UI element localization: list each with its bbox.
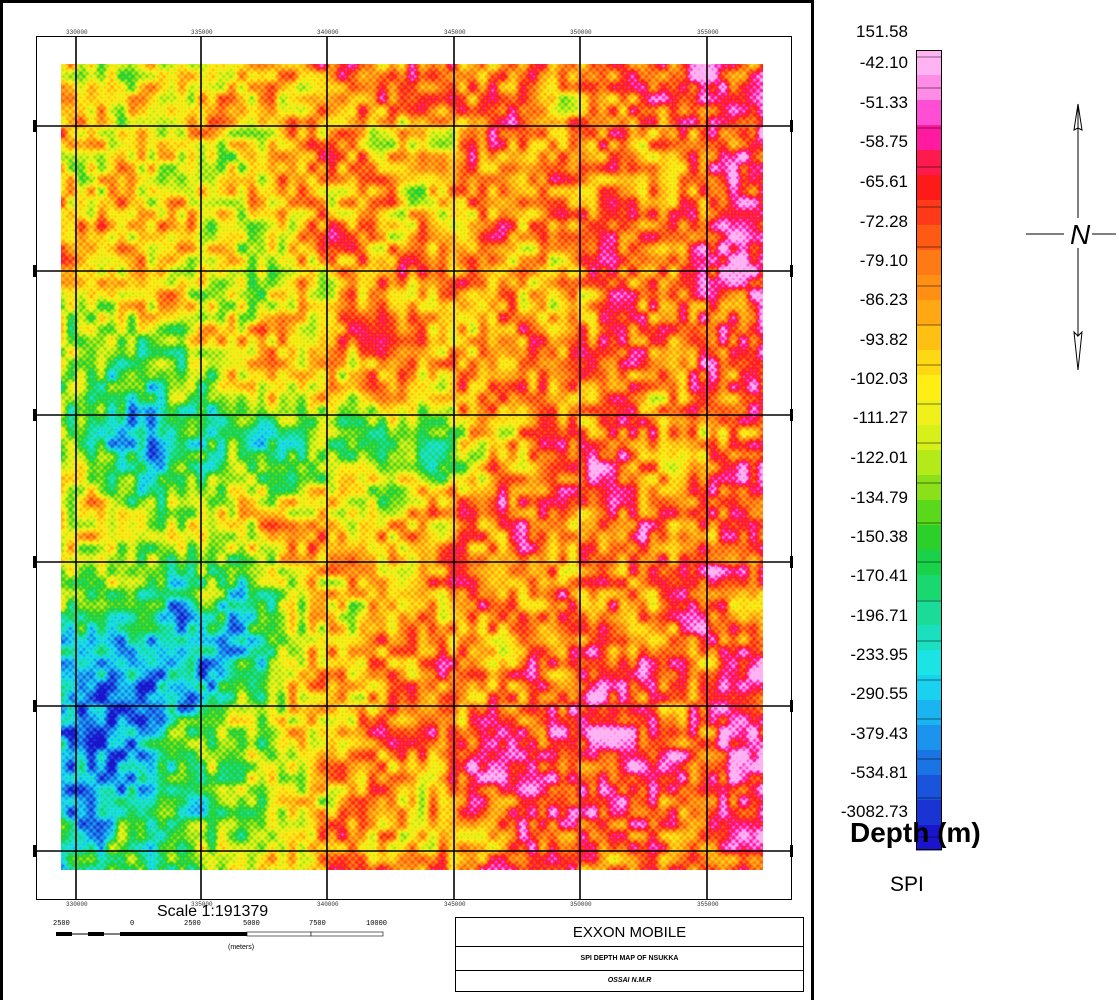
legend-swatch	[916, 425, 942, 451]
legend-swatch	[916, 475, 942, 501]
bottom-tick-label: 355000	[697, 901, 719, 908]
map-title: SPI DEPTH MAP OF NSUKKA	[456, 947, 803, 971]
bottom-tick-label: 350000	[570, 901, 592, 908]
legend-value: -65.61	[859, 172, 908, 191]
legend-swatch	[916, 800, 942, 826]
legend-swatch	[916, 250, 942, 276]
top-tick-label: 350000	[570, 29, 592, 36]
legend-value: -51.33	[859, 93, 908, 112]
bottom-tick-label: 340000	[317, 901, 339, 908]
scale-tick: 0	[130, 920, 135, 928]
legend-swatch	[916, 525, 942, 551]
legend-swatch	[916, 750, 942, 776]
legend-value: -150.38	[850, 527, 908, 546]
legend-swatch	[916, 200, 942, 226]
legend-swatch	[916, 600, 942, 626]
scale-units: (meters)	[228, 944, 255, 951]
north-letter: N	[1070, 219, 1091, 250]
legend-swatch	[916, 725, 942, 751]
top-tick-label: 330000	[66, 29, 88, 36]
legend-swatch	[916, 775, 942, 801]
title-block: EXXON MOBILE SPI DEPTH MAP OF NSUKKA OSS…	[455, 917, 804, 992]
bottom-tick-label: 345000	[444, 901, 466, 908]
legend-swatch	[916, 625, 942, 651]
legend-value: -290.55	[850, 684, 908, 703]
author-name: OSSAI N.M.R	[607, 977, 652, 984]
top-tick-label: 345000	[444, 29, 466, 36]
scale-tick: 7500	[309, 920, 326, 928]
scale-tick: 2500	[184, 920, 201, 928]
company-name: EXXON MOBILE	[456, 918, 803, 947]
legend-swatch	[916, 300, 942, 326]
legend-value: -122.01	[850, 448, 908, 467]
legend-swatch	[916, 100, 942, 126]
top-tick-label: 335000	[191, 29, 213, 36]
legend-swatch	[916, 825, 942, 851]
legend-swatch	[916, 450, 942, 476]
legend-swatch	[916, 325, 942, 351]
legend-swatch	[916, 275, 942, 301]
legend-value: 151.58	[856, 22, 908, 41]
legend-swatch	[916, 350, 942, 376]
legend-value: -379.43	[850, 724, 908, 743]
bottom-tick-label: 335000	[191, 901, 213, 908]
legend-value: -58.75	[859, 132, 908, 151]
depth-map-raster	[61, 64, 763, 870]
legend-title: Depth (m)	[850, 817, 981, 848]
legend-swatch	[916, 675, 942, 701]
map-frame	[0, 0, 814, 1000]
scale-tick: 5000	[243, 920, 260, 928]
legend-value: -42.10	[859, 53, 908, 72]
legend-swatch	[916, 50, 942, 76]
legend-value: -102.03	[850, 369, 908, 388]
legend-value: -534.81	[850, 763, 908, 782]
scale-tick: 2500	[53, 920, 70, 928]
legend-value: -72.28	[859, 212, 908, 231]
legend-value: -170.41	[850, 566, 908, 585]
bottom-tick-label: 330000	[66, 901, 88, 908]
top-tick-label: 340000	[317, 29, 339, 36]
map-neatline	[36, 36, 792, 900]
legend-swatch	[916, 225, 942, 251]
legend-swatch	[916, 175, 942, 201]
legend-swatch	[916, 375, 942, 401]
legend-swatch	[916, 125, 942, 151]
scale-tick: 10000	[366, 920, 388, 928]
legend-value: -196.71	[850, 606, 908, 625]
legend-swatch	[916, 575, 942, 601]
legend-swatch	[916, 500, 942, 526]
legend-swatch	[916, 650, 942, 676]
scale-label: Scale 1:191379	[157, 903, 269, 920]
legend-swatch	[916, 700, 942, 726]
legend-value: -93.82	[859, 330, 908, 349]
legend-swatch	[916, 150, 942, 176]
north-arrow-icon: N	[1026, 103, 1116, 371]
legend-value: -233.95	[850, 645, 908, 664]
legend-value: -79.10	[859, 251, 908, 270]
legend-subtitle: SPI	[890, 873, 924, 896]
legend-value: -86.23	[859, 290, 908, 309]
legend-swatch	[916, 550, 942, 576]
legend-value: -3082.73	[840, 802, 908, 821]
scale-bar	[56, 931, 384, 937]
legend-value: -111.27	[852, 408, 908, 427]
map-grid	[33, 36, 793, 900]
legend-color-bar	[916, 50, 942, 851]
legend-value: -134.79	[850, 488, 908, 507]
top-tick-label: 355000	[697, 29, 719, 36]
